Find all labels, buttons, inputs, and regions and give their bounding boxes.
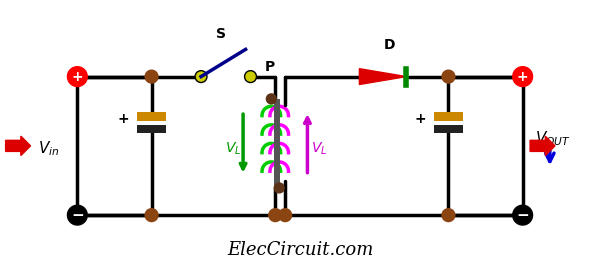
Circle shape [71, 209, 84, 222]
Circle shape [513, 67, 533, 86]
Circle shape [266, 94, 276, 104]
Circle shape [442, 70, 455, 83]
Text: $V_{OUT}$: $V_{OUT}$ [535, 129, 571, 148]
Text: $V_{in}$: $V_{in}$ [38, 139, 59, 158]
Circle shape [516, 70, 529, 83]
Circle shape [269, 209, 281, 222]
Circle shape [442, 209, 455, 222]
Text: $V_L$: $V_L$ [225, 140, 241, 156]
Circle shape [279, 209, 292, 222]
Circle shape [245, 71, 256, 82]
Text: $V_L$: $V_L$ [311, 140, 327, 156]
Circle shape [145, 70, 158, 83]
FancyBboxPatch shape [137, 112, 166, 121]
Text: D: D [383, 38, 395, 52]
Text: −: − [516, 208, 529, 223]
Text: −: − [71, 208, 84, 223]
Text: S: S [216, 27, 226, 41]
FancyBboxPatch shape [434, 112, 463, 121]
Polygon shape [5, 136, 31, 156]
Circle shape [67, 205, 87, 225]
Text: +: + [118, 112, 130, 126]
Circle shape [145, 209, 158, 222]
Polygon shape [359, 69, 406, 85]
Circle shape [67, 67, 87, 86]
Text: P: P [265, 60, 275, 74]
Circle shape [195, 71, 207, 82]
Polygon shape [530, 136, 555, 156]
Text: +: + [517, 70, 529, 84]
Circle shape [513, 205, 533, 225]
Text: +: + [415, 112, 426, 126]
Circle shape [274, 183, 284, 193]
Circle shape [71, 70, 84, 83]
FancyBboxPatch shape [137, 124, 166, 134]
Text: +: + [71, 70, 83, 84]
Text: ElecCircuit.com: ElecCircuit.com [227, 241, 373, 259]
FancyBboxPatch shape [274, 99, 280, 188]
FancyBboxPatch shape [434, 124, 463, 134]
